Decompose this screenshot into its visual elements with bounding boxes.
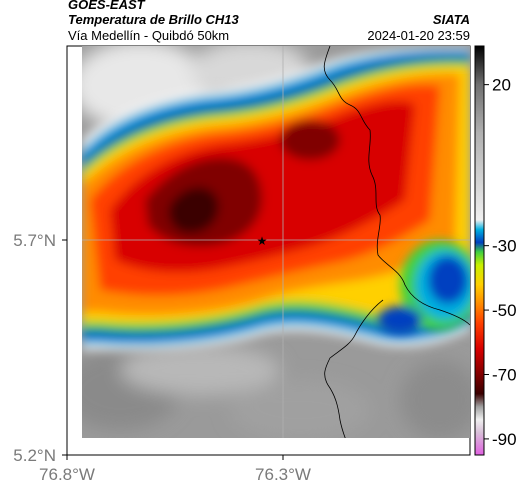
colorbar-tick-label: -50 <box>492 301 517 320</box>
lat-tick-label: 5.2°N <box>13 446 56 465</box>
colorbar-scale <box>474 45 485 456</box>
product-title: Temperatura de Brillo CH13 <box>68 12 239 27</box>
timestamp-label: 2024-01-20 23:59 <box>367 28 470 43</box>
latitude-ticks: 5.7°N 5.2°N <box>13 231 67 465</box>
lat-tick-label: 5.7°N <box>13 231 56 250</box>
longitude-ticks: 76.8°W 76.3°W <box>39 455 311 484</box>
colorbar-tick-label: 20 <box>492 76 511 95</box>
reference-star-marker: ★ <box>257 234 268 248</box>
colorbar-tick-label: -70 <box>492 365 517 384</box>
satellite-name: GOES-EAST <box>68 0 145 12</box>
region-label: Vía Medellín - Quibdó 50km <box>68 28 230 43</box>
lon-tick-label: 76.8°W <box>39 465 95 484</box>
lon-tick-label: 76.3°W <box>255 465 311 484</box>
colorbar: 20 -30 -50 -70 -90 <box>474 45 517 456</box>
colorbar-tick-label: -30 <box>492 237 517 256</box>
satellite-image <box>82 46 470 438</box>
institution-label: SIATA <box>432 12 470 27</box>
colorbar-tick-label: -90 <box>492 430 517 449</box>
